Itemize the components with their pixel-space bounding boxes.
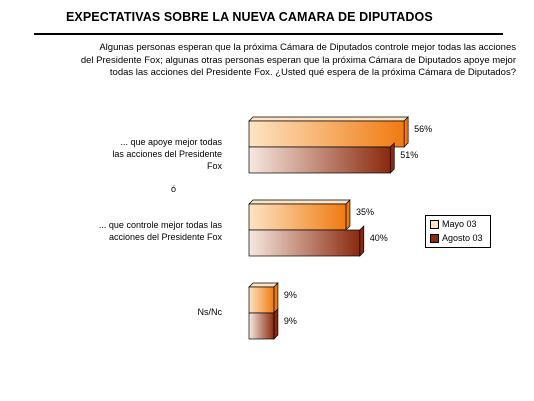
chart-title: EXPECTATIVAS SOBRE LA NUEVA CAMARA DE DI… [66,10,433,24]
bar-mayo [248,203,347,231]
bar-side-face [273,308,279,340]
question-line: todas las acciones del Presidente Fox. ¿… [109,67,516,78]
bar-side-face [403,116,409,148]
category-label-controle: ... que controle mejor todas las accione… [99,219,222,243]
category-label-line: ... que controle mejor todas las [98,220,222,230]
bar-side-face [359,225,365,257]
category-label-line: acciones del Presidente Fox [108,232,222,242]
legend-label-mayo: Mayo 03 [442,219,477,229]
value-label: 9% [284,316,297,326]
value-label: 9% [284,290,297,300]
value-label: 35% [356,207,374,217]
bar-agosto [248,312,275,340]
question-line: Algunas personas esperan que la próxima … [99,42,516,53]
category-label-line: Fox [206,161,222,171]
separator-o: ó [171,184,177,194]
legend-label-agosto: Agosto 03 [442,233,483,243]
bar-agosto [248,229,361,257]
category-label-line: Ns/Nc [197,307,223,317]
bar-side-face [273,282,279,314]
bar-top-face [248,282,279,288]
bar-side-face [345,199,351,231]
bar-mayo [248,120,405,148]
value-label: 56% [414,124,432,134]
legend: Mayo 03 Agosto 03 [425,215,491,248]
bar-agosto [248,146,391,174]
legend-item-mayo: Mayo 03 [430,219,477,229]
value-label: 40% [370,233,388,243]
survey-question: Algunas personas esperan que la próxima … [18,42,516,80]
value-label: 51% [400,150,418,160]
question-line: del Presidente Fox; algunas otras person… [80,54,516,66]
bar-side-face [389,142,395,174]
bar-mayo [248,286,275,314]
bar-top-face [248,116,409,122]
bar-group: 56% 35% 9% 51% 40% 9% [248,116,432,340]
category-label-line: las acciones del Presidente [112,149,222,159]
category-label-nsnc: Ns/Nc [198,306,223,318]
legend-swatch-mayo [430,219,439,229]
legend-swatch-agosto [430,233,439,243]
bar-top-face [248,199,351,205]
title-underline [34,33,503,35]
category-label-line: ... que apoye mejor todas [120,137,222,147]
legend-item-agosto: Agosto 03 [430,233,483,243]
category-label-apoye: ... que apoye mejor todas las acciones d… [112,136,222,172]
